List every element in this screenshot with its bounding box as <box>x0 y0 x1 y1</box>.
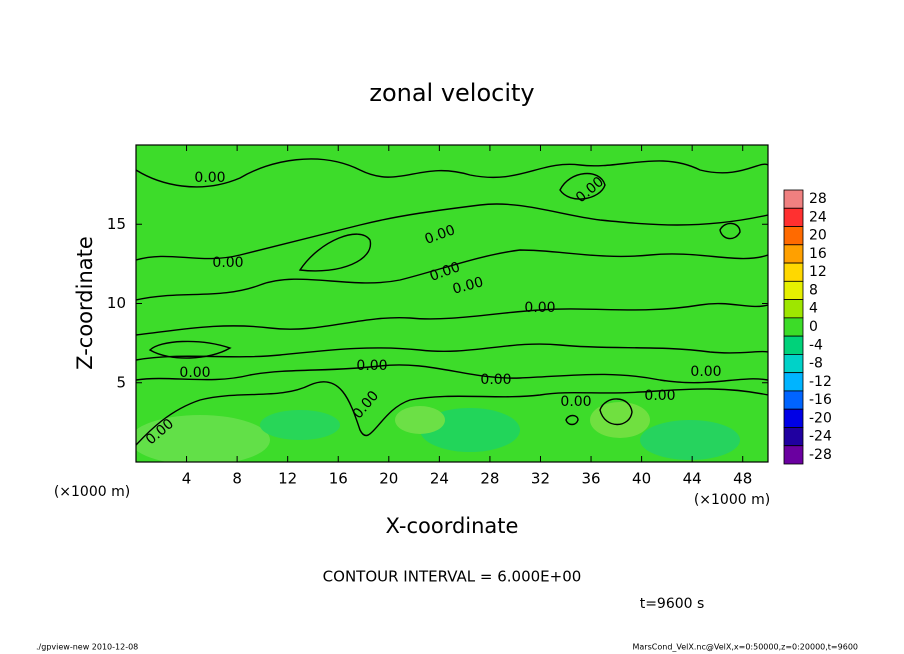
contour-line <box>136 302 768 336</box>
contour-line <box>136 381 768 446</box>
colorbar-box <box>783 372 804 392</box>
colorbar-label: -20 <box>809 410 832 426</box>
field-patch <box>136 415 270 462</box>
y-tick-label: 5 <box>116 373 126 391</box>
contour-label: 0.00 <box>560 394 591 410</box>
contour-interval: CONTOUR INTERVAL = 6.000E+00 <box>323 568 582 586</box>
field-background <box>136 145 768 462</box>
colorbar-label: -12 <box>809 374 832 390</box>
colorbar-label: 16 <box>809 246 827 262</box>
contour-label: 0.00 <box>356 358 387 374</box>
colorbar-label: -8 <box>809 356 823 372</box>
field-patch <box>590 402 650 438</box>
contour-line <box>565 414 579 426</box>
colorbar-box <box>783 207 804 227</box>
colorbar-label: -24 <box>809 429 832 445</box>
x-tick-label: 16 <box>329 470 348 488</box>
unit-label: (×1000 m) <box>694 492 770 508</box>
contour-label: 0.00 <box>480 372 511 388</box>
x-tick-label: 44 <box>683 470 702 488</box>
contour-line <box>719 222 741 240</box>
contour-line <box>136 343 768 361</box>
field-patch <box>395 406 445 434</box>
colorbar-label: 12 <box>809 264 827 280</box>
colorbar-label: -16 <box>809 392 832 408</box>
field-patch <box>260 410 340 440</box>
field: 0.00 0.00 0.00 0.00 0.00 0.00 0.00 0.00 0.00 0.00… <box>136 145 768 462</box>
contour-line <box>559 172 606 200</box>
colorbar-box <box>783 427 804 447</box>
colorbar-label: 0 <box>809 319 818 335</box>
x-tick-label: 4 <box>182 470 192 488</box>
colorbar-box <box>783 226 804 246</box>
field-patch <box>420 408 520 452</box>
chart-title: zonal velocity <box>369 79 534 107</box>
x-tick-label: 12 <box>278 470 297 488</box>
colorbar-label: 4 <box>809 301 818 317</box>
contour-label: 0.00 <box>690 364 721 380</box>
colorbar-box <box>783 299 804 319</box>
y-axis-label: Z-coordinate <box>73 236 97 370</box>
x-tick-label: 24 <box>430 470 449 488</box>
y-tick-label: 15 <box>107 215 126 233</box>
contour-line <box>599 398 633 426</box>
contour-label: 0.00 <box>212 255 243 271</box>
x-tick-label: 32 <box>531 470 550 488</box>
colorbar-box <box>783 408 804 428</box>
x-tick-label: 36 <box>581 470 600 488</box>
contour-label: 0.00 <box>179 365 210 381</box>
contour-label: 0.00 <box>451 274 485 298</box>
field-patch <box>640 420 740 460</box>
y-tick-label: 10 <box>107 294 126 312</box>
colorbar-box <box>783 390 804 410</box>
colorbar-label: 28 <box>809 191 827 207</box>
colorbar-label: -4 <box>809 337 823 353</box>
colorbar-label: 8 <box>809 282 818 298</box>
colorbar-box <box>783 445 804 465</box>
footer-left: ./gpview-new 2010-12-08 <box>36 643 138 652</box>
contour-line <box>136 364 768 384</box>
contour-line <box>298 233 372 272</box>
colorbar-box <box>783 262 804 282</box>
x-tick-label: 8 <box>232 470 242 488</box>
unit-label: (×1000 m) <box>54 484 130 500</box>
colorbar-label: 24 <box>809 209 827 225</box>
x-tick-label: 48 <box>733 470 752 488</box>
contour-line <box>136 249 768 301</box>
colorbar-box <box>783 335 804 355</box>
contour-label: 0.00 <box>194 170 225 186</box>
contour-label: 0.00 <box>644 388 675 404</box>
colorbar-label: 20 <box>809 228 827 244</box>
contour-line <box>136 203 768 261</box>
x-axis-label: X-coordinate <box>386 514 519 538</box>
colorbar-label: -28 <box>809 447 832 463</box>
contours <box>136 158 768 446</box>
colorbar-box <box>783 280 804 301</box>
footer-right: MarsCond_VelX.nc@VelX,x=0:50000,z=0:2000… <box>633 643 859 652</box>
x-tick-label: 20 <box>379 470 398 488</box>
contour-label: 0.00 <box>524 300 555 316</box>
contour-line <box>136 158 768 188</box>
time-label: t=9600 s <box>640 596 705 612</box>
colorbar-box <box>783 317 804 337</box>
x-tick-label: 40 <box>632 470 651 488</box>
contour-line <box>148 340 232 359</box>
x-tick-label: 28 <box>480 470 499 488</box>
colorbar-box <box>783 353 804 374</box>
colorbar-box <box>783 244 804 264</box>
colorbar-box <box>783 189 804 209</box>
